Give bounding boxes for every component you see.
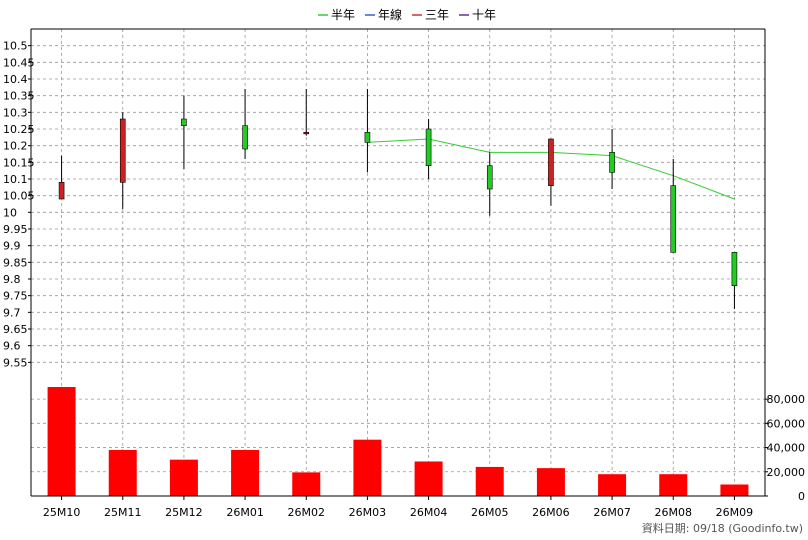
volume-bar-26M02 (292, 472, 321, 496)
candle-26M06 (548, 138, 554, 206)
candle-25M11 (119, 112, 126, 209)
candle-body (731, 252, 738, 286)
candle-26M09 (731, 252, 738, 309)
x-tick-label: 26M03 (349, 506, 387, 519)
price-y-axis: 9.55 9.6 9.65 9.7 9.75 9.8 9.85 9.9 9.95 10 10.05 1… (3, 40, 35, 370)
price-tick-label: 9.7 (3, 306, 21, 319)
candle-26M08 (670, 159, 677, 253)
candle-body (303, 132, 310, 135)
price-tick-label: 10.1 (3, 173, 28, 186)
volume-tick-label: 0 (798, 490, 805, 503)
candle-body (548, 138, 554, 186)
candle-body (364, 132, 371, 143)
volume-bars (47, 387, 749, 496)
candle-body (119, 118, 126, 183)
volume-tick-label: 60,000 (767, 417, 806, 430)
volume-bar-26M06 (536, 468, 565, 496)
price-tick-label: 9.85 (3, 256, 28, 269)
price-grid (31, 29, 765, 496)
price-tick-label: 10.35 (3, 90, 35, 103)
candle-25M10 (58, 155, 65, 200)
candle-body (670, 185, 677, 253)
volume-y-axis: 0 20,000 40,000 60,000 80,000 (765, 393, 805, 503)
x-tick-label: 26M02 (288, 506, 326, 519)
candle-body (609, 152, 615, 173)
price-tick-label: 10.3 (3, 106, 28, 119)
candle-body (242, 125, 248, 150)
candle-25M12 (181, 95, 187, 169)
price-tick-label: 9.75 (3, 290, 28, 303)
volume-tick-label: 40,000 (767, 442, 806, 455)
legend-label-1: 年線 (378, 7, 402, 22)
volume-bar-26M05 (475, 466, 504, 496)
volume-bar-26M01 (231, 449, 260, 496)
candle-26M07 (609, 129, 615, 189)
chart-frame (30, 28, 766, 497)
x-tick-label: 26M06 (532, 506, 570, 519)
candle-26M01 (242, 89, 248, 159)
candle-26M02 (303, 89, 310, 136)
price-tick-label: 10.2 (3, 140, 28, 153)
legend-label-2: 三年 (425, 8, 449, 22)
x-tick-label: 26M09 (716, 506, 754, 519)
price-tick-label: 9.6 (3, 340, 21, 353)
volume-bar-25M12 (169, 459, 198, 496)
price-tick-label: 9.65 (3, 323, 28, 336)
legend: 半年 年線 三年 十年 (318, 7, 496, 22)
volume-grid (31, 398, 765, 497)
x-tick-label: 26M01 (226, 506, 264, 519)
candle-body (58, 182, 65, 200)
price-tick-label: 9.8 (3, 273, 21, 286)
volume-bar-25M11 (108, 449, 137, 496)
candle-26M04 (425, 119, 432, 179)
x-tick-label: 25M10 (43, 506, 81, 519)
price-tick-label: 10.15 (3, 156, 35, 169)
candlesticks (58, 89, 738, 309)
volume-tick-label: 20,000 (767, 466, 806, 479)
candle-26M03 (364, 89, 371, 173)
price-tick-label: 9.95 (3, 223, 28, 236)
x-tick-label: 26M08 (655, 506, 693, 519)
candle-body (425, 128, 432, 166)
price-tick-label: 10.45 (3, 56, 35, 69)
x-tick-label: 26M05 (471, 506, 509, 519)
volume-bar-26M03 (353, 439, 382, 496)
candle-26M05 (486, 152, 493, 216)
volume-bar-26M04 (414, 461, 443, 496)
x-axis: 25M10 25M11 25M12 26M01 26M02 26M03 26M04 26M05… (43, 496, 753, 519)
legend-label-3: 十年 (472, 8, 496, 22)
volume-bar-26M09 (720, 484, 749, 496)
volume-tick-label: 80,000 (767, 393, 806, 406)
price-tick-label: 10 (3, 206, 17, 219)
x-tick-label: 26M07 (593, 506, 631, 519)
price-tick-label: 10.4 (3, 73, 28, 86)
volume-bar-25M10 (47, 387, 76, 496)
legend-label-0: 半年 (331, 8, 355, 22)
price-tick-label: 9.9 (3, 240, 21, 253)
candle-body (181, 118, 187, 126)
price-tick-label: 10.25 (3, 123, 35, 136)
price-tick-label: 10.5 (3, 40, 28, 53)
price-tick-label: 9.55 (3, 356, 28, 369)
price-tick-label: 10.05 (3, 190, 35, 203)
candle-body (486, 165, 493, 190)
x-tick-label: 25M12 (165, 506, 203, 519)
x-tick-label: 26M04 (410, 506, 448, 519)
volume-bar-26M07 (598, 474, 627, 496)
volume-bar-26M08 (659, 474, 688, 496)
data-date-footer: 資料日期: 09/18 (Goodinfo.tw) (642, 521, 803, 535)
x-tick-label: 25M11 (104, 506, 142, 519)
